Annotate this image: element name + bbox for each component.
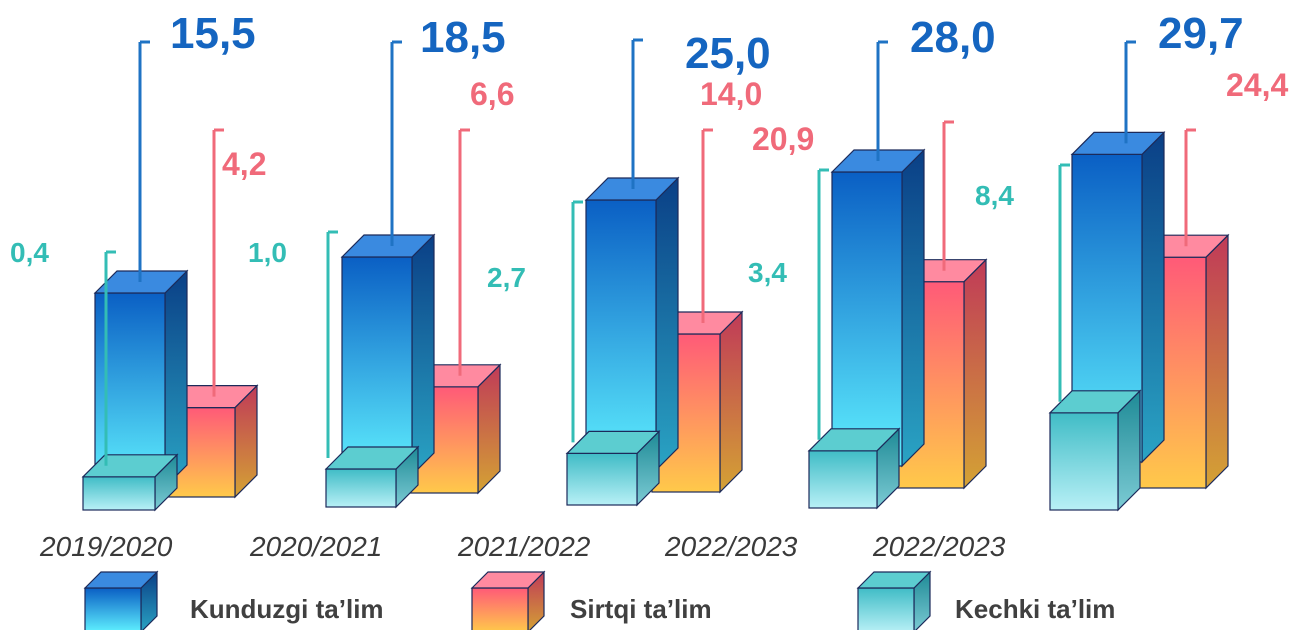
value-label-sirtqi-2: 6,6 [470,76,514,112]
value-label-sirtqi-5: 24,4 [1226,67,1288,103]
leader-sirtqi-2 [458,128,470,376]
legend-label-3: Kechki ta’lim [955,594,1115,624]
bar-kunduzgi-3 [584,176,680,472]
leader-kunduzgi-3 [631,38,643,189]
category-label-5: 2022/2023 [872,531,1006,562]
value-label-kunduzgi-2: 18,5 [420,13,506,62]
leader-kunduzgi-5 [1124,40,1136,144]
leader-sirtqi-1 [212,128,224,397]
value-label-sirtqi-3: 14,0 [700,76,762,112]
bar-kechki-5 [1048,389,1142,512]
category-label-1: 2019/2020 [39,531,173,562]
bar-group-1 [81,269,259,512]
value-label-kunduzgi-3: 25,0 [685,29,771,78]
bar-group-4 [807,148,988,510]
leader-kechki-1 [104,250,116,466]
leader-kechki-5 [1058,163,1070,402]
legend-swatch-top-3 [856,571,932,589]
leader-kunduzgi-4 [876,40,888,161]
value-label-kechki-3: 2,7 [487,262,526,293]
bar-kechki-2 [324,445,420,509]
legend-swatch-1 [84,587,142,630]
value-label-kechki-4: 3,4 [748,257,787,288]
bar-kunduzgi-4 [830,148,926,468]
bar-kunduzgi-2 [340,233,436,477]
category-label-2: 2020/2021 [249,531,382,562]
bar-group-2 [324,233,502,509]
value-label-sirtqi-1: 4,2 [222,146,266,182]
value-label-kechki-1: 0,4 [10,237,49,268]
value-label-sirtqi-4: 20,9 [752,121,814,157]
leader-sirtqi-4 [942,120,954,271]
value-label-kunduzgi-5: 29,7 [1158,9,1244,58]
bar-kechki-4 [807,427,901,510]
bar-group-3 [565,176,744,507]
leader-sirtqi-5 [1184,128,1196,247]
leader-kechki-3 [571,200,583,443]
leader-kechki-4 [817,168,829,440]
bar-group-5 [1048,130,1230,512]
legend-swatch-2 [471,587,529,630]
category-label-4: 2022/2023 [664,531,798,562]
bar-kechki-1 [81,453,179,512]
category-label-3: 2021/2022 [457,531,591,562]
leader-sirtqi-3 [701,128,713,323]
legend-label-2: Sirtqi ta’lim [570,594,712,624]
bar-kechki-3 [565,429,661,507]
leader-kechki-2 [326,230,338,458]
legend-swatch-3 [857,587,915,630]
legend-item-2: Sirtqi ta’lim [470,570,712,630]
leader-kunduzgi-1 [138,40,150,282]
legend-item-1: Kunduzgi ta’lim [83,570,384,630]
legend-label-1: Kunduzgi ta’lim [190,594,384,624]
legend-swatch-top-2 [470,571,546,589]
legend-swatch-top-1 [83,571,159,589]
value-label-kunduzgi-4: 28,0 [910,13,996,62]
value-label-kechki-2: 1,0 [248,237,287,268]
value-label-kechki-5: 8,4 [975,180,1014,211]
leader-kunduzgi-2 [390,40,402,246]
legend-item-3: Kechki ta’lim [856,570,1115,630]
value-label-kunduzgi-1: 15,5 [170,9,256,58]
